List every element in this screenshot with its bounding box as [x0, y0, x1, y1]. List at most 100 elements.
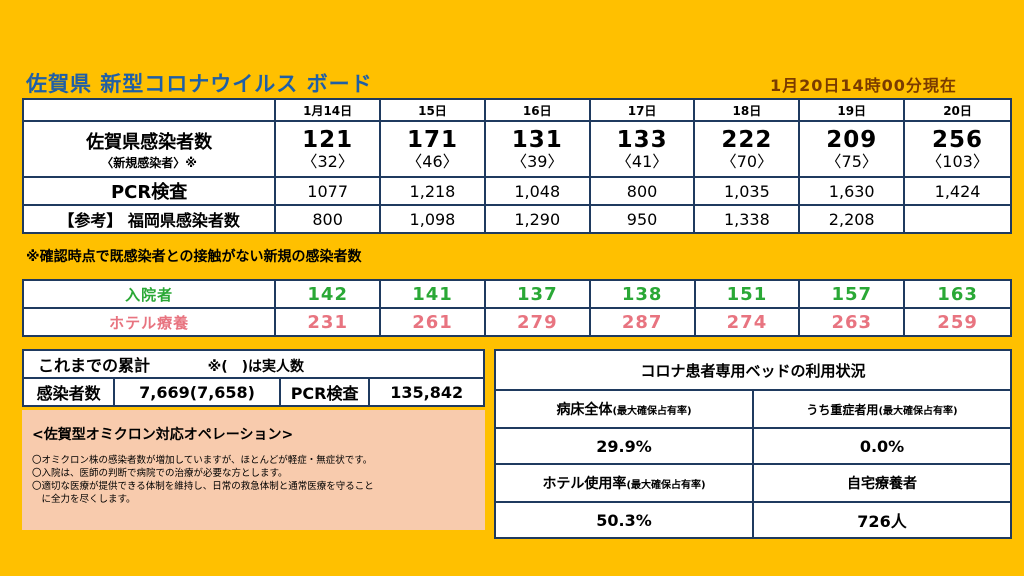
bed-total-value: 29.9%	[493, 427, 755, 465]
hospitalization-table: 入院者 142 141 137 138 151 157 163 ホテル療養 23…	[21, 279, 1012, 337]
bed-total-label: 病床全体	[556, 402, 613, 418]
bed-header-row: コロナ患者専用ベッドの利用状況	[494, 349, 1012, 391]
fukuoka-row: 【参考】 福岡県感染者数 800 1,098 1,290 950 1,338 2…	[21, 204, 1012, 234]
date-header: 17日	[588, 98, 696, 122]
bed-total-cell: 病床全体(最大確保占有率)	[493, 389, 755, 429]
date-header: 1月14日	[274, 98, 382, 122]
infected-cell: 171 〈46〉	[379, 120, 486, 178]
page-title: 佐賀県 新型コロナウイルス ボード	[26, 72, 373, 96]
hotel-label-row: ホテル使用率(最大確保占有率) 自宅療養者	[493, 463, 1012, 503]
infected-count: 256	[932, 127, 984, 153]
hotel-usage-note: (最大確保占有率)	[626, 480, 706, 491]
header-corner	[21, 98, 277, 122]
pcr-count: 1,424	[903, 176, 1012, 206]
fukuoka-count: 950	[588, 204, 696, 234]
as-of-timestamp: 1月20日14時00分現在	[770, 76, 957, 95]
hospital-label: 入院者	[21, 279, 277, 309]
hospital-count: 141	[379, 279, 486, 309]
omicron-line: 〇適切な医療が提供できる体制を維持し、日常の救急体制と通常医療を守ること	[32, 481, 374, 492]
cumulative-note: ※( )は実人数	[207, 359, 305, 375]
footnote: ※確認時点で既感染者との接触がない新規の感染者数	[26, 249, 362, 265]
date-header: 16日	[483, 98, 591, 122]
bed-severe-cell: うち重症者用(最大確保占有率)	[752, 389, 1012, 429]
infected-sub-label: 〈新規感染者〉※	[101, 155, 197, 170]
hotel-value-row: 50.3% 726人	[493, 501, 1012, 539]
cumulative-header: これまでの累計 ※( )は実人数	[22, 349, 485, 379]
pcr-count: 1,048	[483, 176, 591, 206]
infected-cell: 209 〈75〉	[798, 120, 906, 178]
infected-count: 222	[721, 127, 773, 153]
omicron-operation-box: <佐賀型オミクロン対応オペレーション> 〇オミクロン株の感染者数が増加しています…	[22, 410, 485, 530]
omicron-heading: <佐賀型オミクロン対応オペレーション>	[32, 427, 294, 443]
hotel-count: 263	[798, 307, 906, 337]
bed-severe-value: 0.0%	[752, 427, 1012, 465]
home-care-label: 自宅療養者	[752, 463, 1012, 503]
omicron-line: 〇オミクロン株の感染者数が増加していますが、ほとんどが軽症・無症状です。	[32, 455, 373, 466]
date-header: 15日	[379, 98, 486, 122]
bed-total-note: (最大確保占有率)	[612, 406, 692, 417]
hotel-usage-value: 50.3%	[493, 501, 755, 539]
fukuoka-label: 【参考】 福岡県感染者数	[21, 204, 277, 234]
infected-count: 131	[511, 127, 563, 153]
date-header: 18日	[693, 98, 801, 122]
infected-cell: 121 〈32〉	[274, 120, 382, 178]
pcr-count: 1077	[274, 176, 382, 206]
hotel-label: ホテル療養	[21, 307, 277, 337]
fukuoka-count: 1,098	[379, 204, 486, 234]
infected-cell: 222 〈70〉	[693, 120, 801, 178]
date-header: 19日	[798, 98, 906, 122]
pcr-count: 1,630	[798, 176, 906, 206]
hotel-usage-label: ホテル使用率	[542, 476, 627, 492]
infected-label: 佐賀県感染者数	[86, 131, 213, 153]
pcr-label: PCR検査	[21, 176, 277, 206]
date-header: 20日	[903, 98, 1012, 122]
hotel-count: 259	[903, 307, 1012, 337]
daily-stats-table: 1月14日 15日 16日 17日 18日 19日 20日 佐賀県感染者数 〈新…	[21, 98, 1012, 234]
infected-count: 121	[302, 127, 354, 153]
pcr-count: 1,218	[379, 176, 486, 206]
bed-usage-table: コロナ患者専用ベッドの利用状況 病床全体(最大確保占有率) うち重症者用(最大確…	[493, 349, 1012, 539]
bed-severe-label: うち重症者用	[806, 402, 879, 417]
hospital-row: 入院者 142 141 137 138 151 157 163	[21, 279, 1012, 309]
new-infected-count: 〈103〉	[926, 152, 989, 171]
hospital-count: 142	[274, 279, 382, 309]
pcr-row: PCR検査 1077 1,218 1,048 800 1,035 1,630 1…	[21, 176, 1012, 206]
infected-cell: 131 〈39〉	[483, 120, 591, 178]
new-infected-count: 〈39〉	[511, 152, 564, 171]
pcr-count: 1,035	[693, 176, 801, 206]
bed-label-row: 病床全体(最大確保占有率) うち重症者用(最大確保占有率)	[493, 389, 1012, 429]
hotel-count: 261	[379, 307, 486, 337]
cumulative-pcr-value: 135,842	[368, 377, 485, 407]
cumulative-header-row: これまでの累計 ※( )は実人数	[22, 349, 485, 379]
omicron-line: に全力を尽くします。	[32, 494, 136, 505]
fukuoka-count: 2,208	[798, 204, 906, 234]
hospital-count: 151	[693, 279, 801, 309]
hotel-count: 274	[693, 307, 801, 337]
infected-cell: 256 〈103〉	[903, 120, 1012, 178]
date-header-row: 1月14日 15日 16日 17日 18日 19日 20日	[21, 98, 1012, 122]
hotel-row: ホテル療養 231 261 279 287 274 263 259	[21, 307, 1012, 337]
bed-usage-header: コロナ患者専用ベッドの利用状況	[494, 349, 1012, 391]
infected-cell: 133 〈41〉	[588, 120, 696, 178]
cumulative-table: これまでの累計 ※( )は実人数 感染者数 7,669(7,658) PCR検査…	[21, 349, 485, 407]
pcr-count: 800	[588, 176, 696, 206]
cumulative-values-row: 感染者数 7,669(7,658) PCR検査 135,842	[21, 377, 485, 407]
cumulative-pcr-label: PCR検査	[278, 377, 371, 407]
home-care-value: 726人	[752, 501, 1012, 539]
hotel-usage-cell: ホテル使用率(最大確保占有率)	[493, 463, 755, 503]
hospital-count: 138	[588, 279, 696, 309]
bed-value-row: 29.9% 0.0%	[493, 427, 1012, 465]
fukuoka-count: 1,338	[693, 204, 801, 234]
hotel-count: 231	[274, 307, 382, 337]
fukuoka-count: 800	[274, 204, 382, 234]
new-infected-count: 〈75〉	[825, 152, 878, 171]
cumulative-title: これまでの累計	[38, 356, 151, 375]
bed-severe-note: (最大確保占有率)	[878, 405, 958, 417]
new-infected-count: 〈41〉	[615, 152, 669, 171]
omicron-line: 〇入院は、医師の判断で病院での治療が必要な方とします。	[32, 468, 288, 479]
hospital-count: 157	[798, 279, 906, 309]
cumulative-infected-label: 感染者数	[21, 377, 116, 407]
new-infected-count: 〈32〉	[301, 152, 354, 171]
infected-row-label: 佐賀県感染者数 〈新規感染者〉※	[21, 120, 277, 178]
hotel-count: 287	[588, 307, 696, 337]
